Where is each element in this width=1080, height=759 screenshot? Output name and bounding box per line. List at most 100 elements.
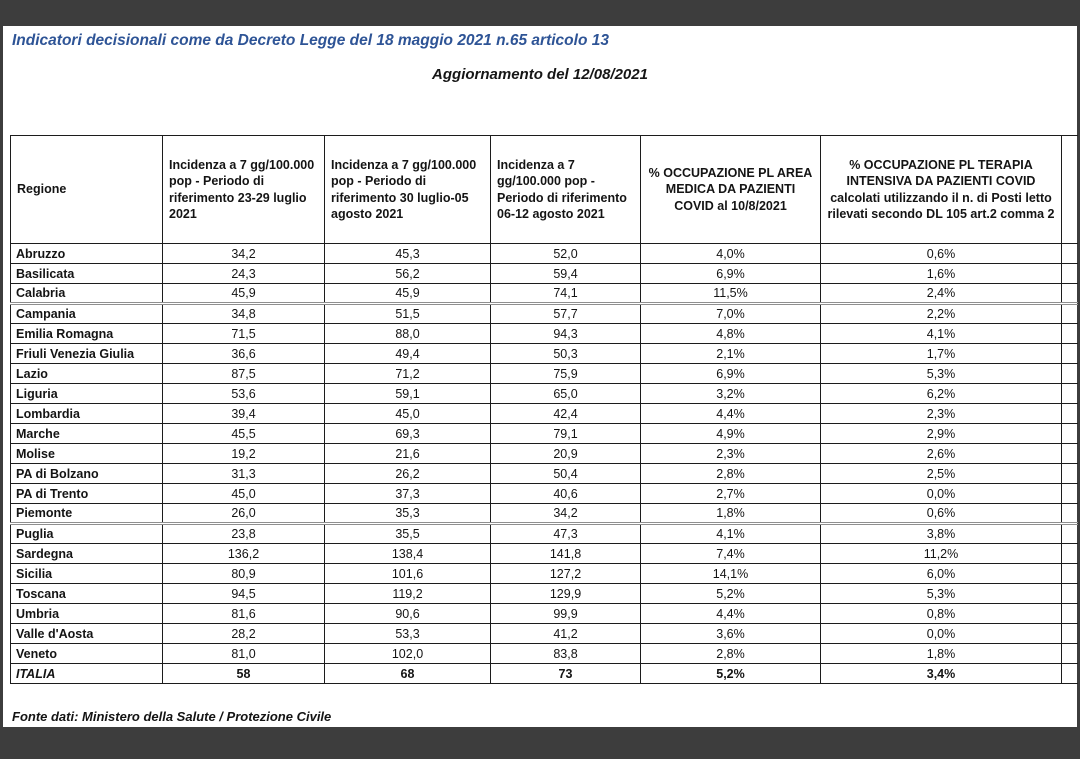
region-cell: Umbria — [10, 603, 163, 624]
value-cell: 5,3% — [820, 363, 1062, 384]
value-cell: 45,5 — [162, 423, 325, 444]
value-cell: 50,4 — [490, 463, 641, 484]
value-cell: 51,5 — [324, 303, 491, 324]
value-cell: 19,2 — [162, 443, 325, 464]
update-date-subtitle: Aggiornamento del 12/08/2021 — [432, 66, 648, 83]
table-row: Calabria 45,9 45,9 74,1 11,5% 2,4% — [10, 283, 1078, 305]
value-cell: 35,3 — [324, 503, 491, 525]
value-cell: 6,9% — [640, 363, 821, 384]
value-cell: 2,8% — [640, 463, 821, 484]
value-cell: 0,6% — [820, 243, 1062, 264]
table-row: Sardegna 136,2 138,4 141,8 7,4% 11,2% — [10, 543, 1078, 564]
value-cell: 94,5 — [162, 583, 325, 604]
region-cell: Piemonte — [10, 503, 163, 525]
column-header-5: % OCCUPAZIONE PL AREA MEDICA DA PAZIENTI… — [640, 135, 821, 244]
value-cell: 3,4% — [820, 663, 1062, 684]
value-cell: 28,2 — [162, 623, 325, 644]
region-cell: Sicilia — [10, 563, 163, 584]
region-cell: Campania — [10, 303, 163, 324]
value-cell: 45,0 — [324, 403, 491, 424]
value-cell: 42,4 — [490, 403, 641, 424]
value-cell: 34,8 — [162, 303, 325, 324]
column-header-2: Incidenza a 7 gg/100.000 pop - Periodo d… — [162, 135, 325, 244]
value-cell: 24,3 — [162, 263, 325, 284]
value-cell: 6,0% — [820, 563, 1062, 584]
table-row: Toscana 94,5 119,2 129,9 5,2% 5,3% — [10, 583, 1078, 604]
region-cell: PA di Trento — [10, 483, 163, 504]
value-cell: 71,5 — [162, 323, 325, 344]
row-stub-cell — [1061, 643, 1078, 664]
value-cell: 0,0% — [820, 483, 1062, 504]
value-cell: 40,6 — [490, 483, 641, 504]
value-cell: 7,4% — [640, 543, 821, 564]
value-cell: 35,5 — [324, 523, 491, 544]
value-cell: 58 — [162, 663, 325, 684]
value-cell: 45,0 — [162, 483, 325, 504]
value-cell: 20,9 — [490, 443, 641, 464]
value-cell: 69,3 — [324, 423, 491, 444]
row-stub-cell — [1061, 323, 1078, 344]
value-cell: 2,3% — [640, 443, 821, 464]
value-cell: 23,8 — [162, 523, 325, 544]
value-cell: 52,0 — [490, 243, 641, 264]
table-row: Valle d'Aosta 28,2 53,3 41,2 3,6% 0,0% — [10, 623, 1078, 644]
value-cell: 101,6 — [324, 563, 491, 584]
table-row: Veneto 81,0 102,0 83,8 2,8% 1,8% — [10, 643, 1078, 664]
value-cell: 2,4% — [820, 283, 1062, 305]
region-cell: Friuli Venezia Giulia — [10, 343, 163, 364]
value-cell: 41,2 — [490, 623, 641, 644]
table-row: Molise 19,2 21,6 20,9 2,3% 2,6% — [10, 443, 1078, 464]
table-row: Puglia 23,8 35,5 47,3 4,1% 3,8% — [10, 523, 1078, 544]
table-row: PA di Trento 45,0 37,3 40,6 2,7% 0,0% — [10, 483, 1078, 504]
viewport-top-bar — [0, 0, 1080, 26]
row-stub-cell — [1061, 343, 1078, 364]
value-cell: 11,2% — [820, 543, 1062, 564]
value-cell: 4,9% — [640, 423, 821, 444]
column-header-6: % OCCUPAZIONE PL TERAPIA INTENSIVA DA PA… — [820, 135, 1062, 244]
row-stub-cell — [1061, 243, 1078, 264]
value-cell: 102,0 — [324, 643, 491, 664]
value-cell: 31,3 — [162, 463, 325, 484]
row-stub-cell — [1061, 503, 1078, 525]
value-cell: 0,0% — [820, 623, 1062, 644]
region-cell: Valle d'Aosta — [10, 623, 163, 644]
value-cell: 88,0 — [324, 323, 491, 344]
region-cell: PA di Bolzano — [10, 463, 163, 484]
value-cell: 26,0 — [162, 503, 325, 525]
value-cell: 71,2 — [324, 363, 491, 384]
value-cell: 53,3 — [324, 623, 491, 644]
value-cell: 4,4% — [640, 403, 821, 424]
value-cell: 4,1% — [640, 523, 821, 544]
value-cell: 4,8% — [640, 323, 821, 344]
value-cell: 4,4% — [640, 603, 821, 624]
region-cell: Emilia Romagna — [10, 323, 163, 344]
value-cell: 73 — [490, 663, 641, 684]
table-row: Marche 45,5 69,3 79,1 4,9% 2,9% — [10, 423, 1078, 444]
table-row: Emilia Romagna 71,5 88,0 94,3 4,8% 4,1% — [10, 323, 1078, 344]
value-cell: 68 — [324, 663, 491, 684]
indicators-table: Regione Incidenza a 7 gg/100.000 pop - Pe… — [10, 135, 1078, 684]
region-cell: Molise — [10, 443, 163, 464]
value-cell: 3,8% — [820, 523, 1062, 544]
value-cell: 75,9 — [490, 363, 641, 384]
table-row: Friuli Venezia Giulia 36,6 49,4 50,3 2,1% 1,7… — [10, 343, 1078, 364]
row-stub-cell — [1061, 463, 1078, 484]
value-cell: 47,3 — [490, 523, 641, 544]
value-cell: 2,6% — [820, 443, 1062, 464]
row-stub-cell — [1061, 483, 1078, 504]
value-cell: 45,3 — [324, 243, 491, 264]
value-cell: 2,7% — [640, 483, 821, 504]
region-cell: Lazio — [10, 363, 163, 384]
value-cell: 53,6 — [162, 383, 325, 404]
region-cell: Toscana — [10, 583, 163, 604]
value-cell: 81,6 — [162, 603, 325, 624]
value-cell: 81,0 — [162, 643, 325, 664]
table-body: Abruzzo 34,2 45,3 52,0 4,0% 0,6% Basilicata 24,… — [10, 243, 1078, 684]
value-cell: 83,8 — [490, 643, 641, 664]
value-cell: 34,2 — [490, 503, 641, 525]
table-row: Basilicata 24,3 56,2 59,4 6,9% 1,6% — [10, 263, 1078, 284]
value-cell: 90,6 — [324, 603, 491, 624]
table-row: Piemonte 26,0 35,3 34,2 1,8% 0,6% — [10, 503, 1078, 525]
table-row: Liguria 53,6 59,1 65,0 3,2% 6,2% — [10, 383, 1078, 404]
viewport-right-edge — [1077, 0, 1080, 759]
